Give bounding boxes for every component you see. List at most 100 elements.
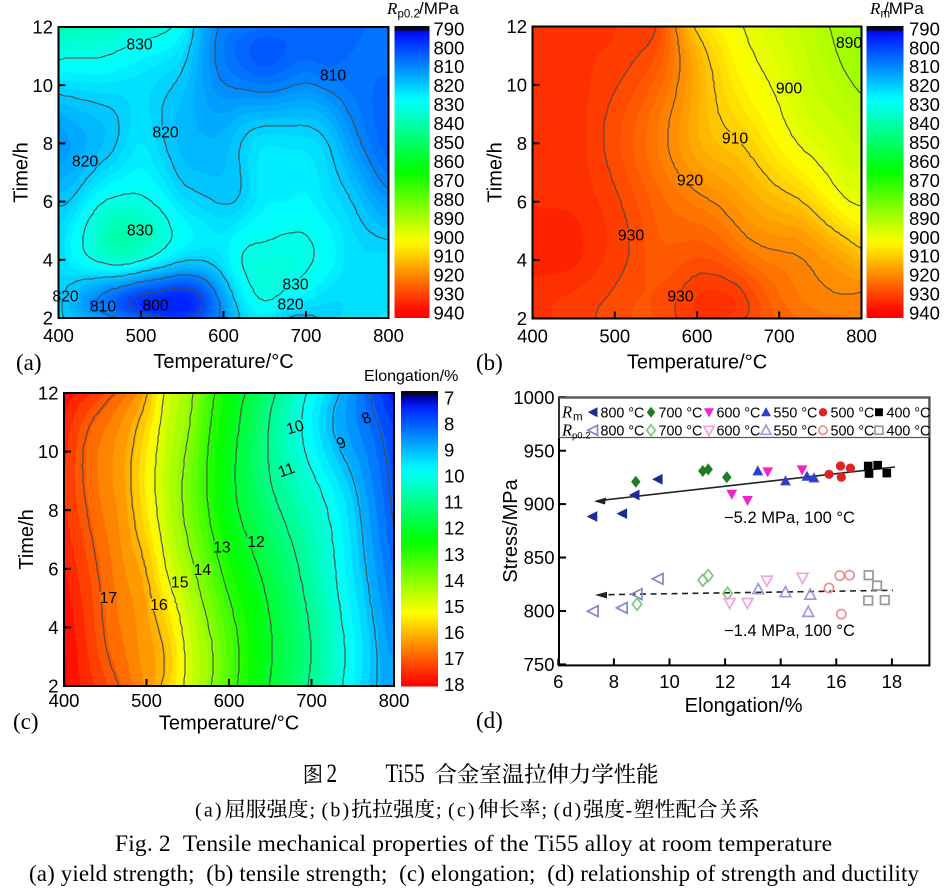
svg-text:12: 12	[444, 518, 465, 539]
svg-text:900: 900	[909, 227, 940, 248]
svg-text:;: ;	[310, 800, 316, 822]
svg-text:10: 10	[444, 466, 465, 487]
svg-text:14: 14	[194, 562, 212, 579]
svg-text:880: 880	[909, 189, 940, 210]
svg-text:800: 800	[846, 326, 877, 347]
svg-text:820: 820	[909, 75, 940, 96]
svg-text:(d): (d)	[476, 708, 503, 733]
svg-text:R: R	[561, 402, 572, 421]
svg-text:850: 850	[524, 547, 555, 568]
svg-text:860: 860	[434, 151, 465, 172]
svg-text:810: 810	[434, 56, 465, 77]
svg-text:(b): (b)	[322, 800, 352, 822]
svg-text:930: 930	[434, 284, 465, 305]
svg-text:8: 8	[444, 414, 454, 435]
svg-text:700: 700	[291, 325, 322, 346]
svg-text:700: 700	[296, 690, 327, 711]
svg-text:/MPa: /MPa	[419, 0, 459, 18]
svg-text:850: 850	[909, 132, 940, 153]
svg-text:8: 8	[48, 500, 58, 521]
svg-text:;: ;	[542, 800, 548, 822]
svg-text:500 °C: 500 °C	[831, 424, 875, 440]
svg-text:400: 400	[517, 326, 548, 347]
svg-text:800 °C: 800 °C	[601, 424, 645, 440]
svg-text:920: 920	[434, 265, 465, 286]
svg-text:6: 6	[553, 671, 563, 692]
svg-text:11: 11	[444, 492, 463, 513]
svg-text:(b): (b)	[476, 350, 503, 375]
svg-text:920: 920	[677, 172, 704, 189]
svg-text:830: 830	[282, 276, 309, 293]
svg-text:500: 500	[599, 326, 630, 347]
svg-text:800: 800	[373, 325, 404, 346]
svg-text:Temperature/°C: Temperature/°C	[627, 352, 767, 374]
svg-text:920: 920	[909, 265, 940, 286]
svg-text:950: 950	[524, 440, 555, 461]
svg-text:7: 7	[444, 388, 454, 409]
svg-text:8: 8	[609, 671, 619, 692]
svg-text:810: 810	[909, 56, 940, 77]
svg-text:17: 17	[100, 590, 118, 607]
svg-text:15: 15	[171, 574, 189, 591]
svg-text:/MPa: /MPa	[884, 0, 924, 18]
svg-text:2: 2	[517, 308, 527, 329]
svg-text:(a): (a)	[16, 350, 42, 375]
svg-text:Time/h: Time/h	[16, 509, 38, 569]
svg-text:900: 900	[524, 494, 555, 515]
svg-text:820: 820	[434, 75, 465, 96]
svg-text:Ti55: Ti55	[386, 760, 425, 789]
svg-text:810: 810	[90, 298, 117, 315]
svg-text:-: -	[626, 800, 633, 822]
svg-text:R: R	[561, 420, 572, 439]
svg-text:2: 2	[48, 676, 58, 697]
svg-text:940: 940	[909, 303, 940, 324]
svg-text:6: 6	[43, 191, 53, 212]
svg-text:(a): (a)	[195, 800, 224, 822]
svg-text:4: 4	[43, 249, 53, 270]
svg-text:850: 850	[434, 132, 465, 153]
svg-text:900: 900	[434, 227, 465, 248]
svg-text:550 °C: 550 °C	[774, 424, 818, 440]
svg-text:940: 940	[434, 303, 465, 324]
svg-text:600 °C: 600 °C	[717, 424, 761, 440]
svg-text:600: 600	[214, 690, 245, 711]
svg-text:R: R	[386, 0, 398, 18]
svg-text:600: 600	[682, 326, 713, 347]
svg-text:8: 8	[517, 133, 527, 154]
svg-text:930: 930	[909, 284, 940, 305]
svg-text:700 °C: 700 °C	[659, 406, 703, 422]
svg-text:10: 10	[285, 417, 307, 438]
svg-text:10: 10	[38, 441, 59, 462]
svg-text:2: 2	[43, 308, 53, 329]
svg-text:16: 16	[444, 622, 465, 643]
svg-text:890: 890	[836, 35, 863, 52]
svg-text:840: 840	[434, 113, 465, 134]
svg-text:890: 890	[909, 208, 940, 229]
svg-text:Fig. 2 Tensile mechanical pro: Fig. 2 Tensile mechanical properties of …	[115, 831, 832, 857]
svg-text:400 °C: 400 °C	[887, 424, 931, 440]
svg-text:550 °C: 550 °C	[774, 406, 818, 422]
svg-text:910: 910	[909, 246, 940, 267]
svg-text:;: ;	[436, 800, 442, 822]
svg-text:830: 830	[127, 222, 154, 239]
svg-text:12: 12	[38, 383, 59, 404]
svg-text:890: 890	[434, 208, 465, 229]
svg-text:(c): (c)	[448, 800, 477, 822]
svg-text:Time/h: Time/h	[485, 142, 507, 202]
svg-text:18: 18	[882, 671, 903, 692]
svg-text:800: 800	[142, 297, 169, 314]
svg-text:14: 14	[444, 570, 465, 591]
svg-text:p0.2: p0.2	[398, 9, 420, 21]
svg-text:6: 6	[48, 558, 58, 579]
svg-text:800: 800	[909, 37, 940, 58]
svg-text:400: 400	[49, 690, 80, 711]
svg-text:800: 800	[524, 601, 555, 622]
svg-text:10: 10	[32, 75, 53, 96]
svg-text:790: 790	[434, 18, 465, 39]
svg-text:m: m	[573, 411, 583, 423]
svg-text:830: 830	[126, 36, 153, 53]
svg-text:13: 13	[444, 544, 465, 565]
svg-text:500: 500	[131, 690, 162, 711]
svg-text:6: 6	[517, 191, 527, 212]
svg-text:500 °C: 500 °C	[831, 406, 875, 422]
